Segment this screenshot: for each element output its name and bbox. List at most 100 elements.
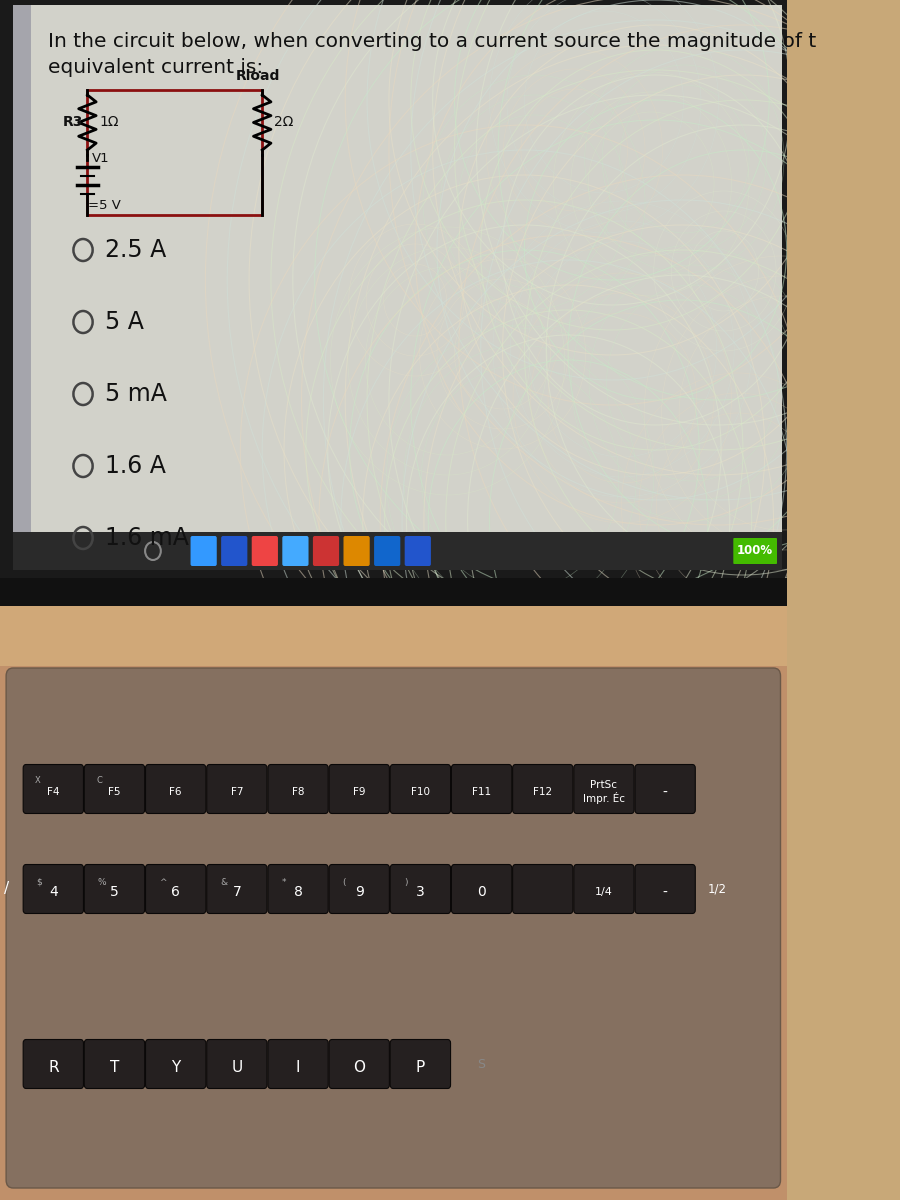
FancyBboxPatch shape <box>635 864 696 913</box>
FancyBboxPatch shape <box>146 1039 206 1088</box>
FancyBboxPatch shape <box>391 764 451 814</box>
FancyBboxPatch shape <box>191 536 217 566</box>
Text: 2Ω: 2Ω <box>274 115 293 128</box>
Bar <box>14 532 782 570</box>
Text: S: S <box>478 1057 486 1070</box>
FancyBboxPatch shape <box>405 536 431 566</box>
Text: F7: F7 <box>230 787 243 797</box>
FancyBboxPatch shape <box>635 764 696 814</box>
Text: 4: 4 <box>49 886 58 899</box>
FancyBboxPatch shape <box>252 536 278 566</box>
Bar <box>14 5 782 570</box>
Text: 1/4: 1/4 <box>595 887 613 898</box>
FancyBboxPatch shape <box>734 538 777 564</box>
Text: -: - <box>662 886 668 899</box>
FancyBboxPatch shape <box>85 864 145 913</box>
Text: C: C <box>96 776 102 785</box>
Text: 6: 6 <box>171 886 180 899</box>
FancyBboxPatch shape <box>207 764 267 814</box>
Text: ): ) <box>404 878 408 887</box>
Text: F8: F8 <box>292 787 304 797</box>
Text: /: / <box>4 882 10 896</box>
Text: 8: 8 <box>293 886 302 899</box>
Text: 0: 0 <box>477 886 486 899</box>
Text: X: X <box>35 776 40 785</box>
FancyBboxPatch shape <box>85 1039 145 1088</box>
Text: equivalent current is:: equivalent current is: <box>48 58 264 77</box>
FancyBboxPatch shape <box>374 536 400 566</box>
FancyBboxPatch shape <box>268 764 328 814</box>
FancyBboxPatch shape <box>146 864 206 913</box>
Text: Rload: Rload <box>236 68 280 83</box>
Bar <box>0 578 787 606</box>
FancyBboxPatch shape <box>452 764 512 814</box>
FancyBboxPatch shape <box>513 764 573 814</box>
Text: $: $ <box>37 878 42 887</box>
Bar <box>0 0 787 578</box>
Bar <box>0 606 787 666</box>
Text: 100%: 100% <box>737 545 773 558</box>
FancyBboxPatch shape <box>23 1039 84 1088</box>
FancyBboxPatch shape <box>391 864 451 913</box>
Text: Y: Y <box>171 1060 180 1075</box>
Text: 2.5 A: 2.5 A <box>105 238 166 262</box>
Bar <box>0 606 787 1200</box>
FancyBboxPatch shape <box>391 1039 451 1088</box>
Text: PrtSc
Impr. Éc: PrtSc Impr. Éc <box>583 780 625 804</box>
Text: 1Ω: 1Ω <box>100 115 119 128</box>
FancyBboxPatch shape <box>85 764 145 814</box>
Text: *: * <box>282 878 286 887</box>
Text: 7: 7 <box>232 886 241 899</box>
Text: 1/2: 1/2 <box>708 882 727 895</box>
Text: O: O <box>353 1060 365 1075</box>
FancyBboxPatch shape <box>313 536 339 566</box>
Text: F5: F5 <box>108 787 121 797</box>
Text: 5: 5 <box>110 886 119 899</box>
Text: T: T <box>110 1060 119 1075</box>
FancyBboxPatch shape <box>207 1039 267 1088</box>
Text: 5 A: 5 A <box>105 310 144 334</box>
Text: F12: F12 <box>533 787 553 797</box>
Text: -: - <box>662 785 668 799</box>
Text: R3: R3 <box>63 115 83 128</box>
Text: I: I <box>296 1060 301 1075</box>
Text: F6: F6 <box>169 787 182 797</box>
Text: 1.6 A: 1.6 A <box>105 454 166 478</box>
Text: ^: ^ <box>159 878 166 887</box>
Text: (: ( <box>343 878 346 887</box>
Text: 5 mA: 5 mA <box>105 382 166 406</box>
FancyBboxPatch shape <box>344 536 370 566</box>
Text: R: R <box>48 1060 58 1075</box>
Text: 1.6 mA: 1.6 mA <box>105 526 189 550</box>
Bar <box>14 5 31 570</box>
Text: F4: F4 <box>47 787 59 797</box>
FancyBboxPatch shape <box>329 1039 390 1088</box>
FancyBboxPatch shape <box>283 536 309 566</box>
FancyBboxPatch shape <box>452 864 512 913</box>
FancyBboxPatch shape <box>23 764 84 814</box>
FancyBboxPatch shape <box>207 864 267 913</box>
FancyBboxPatch shape <box>574 764 634 814</box>
FancyBboxPatch shape <box>23 864 84 913</box>
FancyBboxPatch shape <box>513 864 573 913</box>
Text: =5 V: =5 V <box>88 199 122 212</box>
Text: V1: V1 <box>92 152 110 164</box>
FancyBboxPatch shape <box>6 668 780 1188</box>
Text: U: U <box>231 1060 242 1075</box>
FancyBboxPatch shape <box>268 1039 328 1088</box>
Text: 9: 9 <box>355 886 364 899</box>
Text: In the circuit below, when converting to a current source the magnitude of t: In the circuit below, when converting to… <box>48 32 816 50</box>
FancyBboxPatch shape <box>574 864 634 913</box>
Text: F9: F9 <box>353 787 365 797</box>
FancyBboxPatch shape <box>329 764 390 814</box>
Text: 3: 3 <box>416 886 425 899</box>
Text: F10: F10 <box>411 787 430 797</box>
FancyBboxPatch shape <box>146 764 206 814</box>
Text: P: P <box>416 1060 425 1075</box>
Bar <box>87 90 262 215</box>
FancyBboxPatch shape <box>221 536 248 566</box>
Text: F11: F11 <box>472 787 491 797</box>
FancyBboxPatch shape <box>329 864 390 913</box>
FancyBboxPatch shape <box>268 864 328 913</box>
Text: %: % <box>98 878 106 887</box>
